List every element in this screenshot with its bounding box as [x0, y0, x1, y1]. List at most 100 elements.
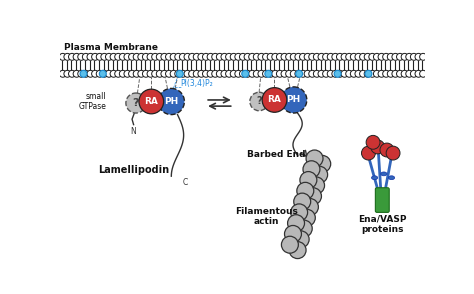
- Circle shape: [158, 88, 184, 115]
- Circle shape: [294, 193, 310, 210]
- Circle shape: [59, 70, 66, 77]
- Circle shape: [392, 54, 399, 60]
- Text: N: N: [131, 127, 137, 136]
- Circle shape: [286, 54, 292, 60]
- Circle shape: [415, 70, 422, 77]
- Circle shape: [226, 70, 233, 77]
- Circle shape: [156, 54, 163, 60]
- Circle shape: [295, 54, 302, 60]
- Text: Filamentous
actin: Filamentous actin: [236, 206, 298, 226]
- Circle shape: [216, 70, 223, 77]
- Circle shape: [309, 54, 316, 60]
- Circle shape: [198, 54, 205, 60]
- Circle shape: [59, 54, 66, 60]
- Circle shape: [386, 146, 400, 160]
- Circle shape: [369, 54, 376, 60]
- Circle shape: [263, 70, 270, 77]
- Circle shape: [87, 70, 94, 77]
- Circle shape: [216, 54, 223, 60]
- Circle shape: [304, 70, 311, 77]
- Ellipse shape: [372, 176, 378, 180]
- Circle shape: [364, 70, 371, 77]
- Circle shape: [152, 70, 159, 77]
- Circle shape: [221, 70, 228, 77]
- Circle shape: [267, 54, 274, 60]
- Circle shape: [383, 70, 390, 77]
- Circle shape: [337, 70, 343, 77]
- Circle shape: [301, 198, 319, 216]
- Circle shape: [392, 70, 399, 77]
- Circle shape: [110, 54, 117, 60]
- Text: ?: ?: [256, 96, 262, 106]
- Circle shape: [346, 70, 353, 77]
- Circle shape: [371, 140, 384, 154]
- Text: Ena/VASP
proteins: Ena/VASP proteins: [358, 214, 407, 234]
- Circle shape: [341, 54, 348, 60]
- Circle shape: [175, 54, 182, 60]
- Circle shape: [323, 70, 329, 77]
- Circle shape: [64, 54, 71, 60]
- Circle shape: [250, 92, 268, 111]
- Circle shape: [327, 70, 334, 77]
- Circle shape: [360, 54, 366, 60]
- Circle shape: [128, 54, 136, 60]
- Circle shape: [96, 54, 103, 60]
- Circle shape: [309, 70, 316, 77]
- Circle shape: [401, 70, 408, 77]
- Circle shape: [176, 70, 183, 77]
- Circle shape: [300, 172, 317, 188]
- Circle shape: [314, 156, 331, 172]
- Circle shape: [295, 70, 302, 77]
- Circle shape: [304, 188, 321, 205]
- Circle shape: [249, 70, 255, 77]
- Circle shape: [87, 54, 94, 60]
- Circle shape: [419, 70, 427, 77]
- Circle shape: [364, 54, 371, 60]
- Circle shape: [262, 88, 287, 112]
- Text: C: C: [182, 178, 188, 187]
- Text: Lamellipodin: Lamellipodin: [98, 165, 169, 175]
- Circle shape: [253, 70, 260, 77]
- Circle shape: [189, 54, 196, 60]
- Circle shape: [290, 54, 297, 60]
- Circle shape: [80, 70, 87, 77]
- Circle shape: [126, 93, 146, 113]
- Text: PH: PH: [287, 96, 301, 104]
- Circle shape: [239, 54, 246, 60]
- Circle shape: [300, 70, 307, 77]
- Circle shape: [221, 54, 228, 60]
- Circle shape: [165, 70, 173, 77]
- Circle shape: [147, 70, 154, 77]
- Circle shape: [355, 54, 362, 60]
- Circle shape: [138, 54, 145, 60]
- Circle shape: [101, 54, 108, 60]
- Circle shape: [276, 54, 283, 60]
- Circle shape: [281, 87, 307, 113]
- Circle shape: [226, 54, 233, 60]
- Circle shape: [362, 146, 375, 160]
- Circle shape: [165, 54, 173, 60]
- Circle shape: [207, 54, 214, 60]
- Circle shape: [115, 70, 122, 77]
- Circle shape: [184, 54, 191, 60]
- Circle shape: [350, 54, 357, 60]
- Circle shape: [119, 70, 126, 77]
- Circle shape: [170, 54, 177, 60]
- Circle shape: [161, 54, 168, 60]
- Circle shape: [374, 54, 380, 60]
- Text: PI(3,4)P₂: PI(3,4)P₂: [180, 78, 212, 88]
- Circle shape: [406, 70, 413, 77]
- Circle shape: [242, 70, 249, 77]
- Circle shape: [303, 161, 320, 178]
- Circle shape: [244, 70, 251, 77]
- Circle shape: [318, 70, 325, 77]
- Circle shape: [419, 54, 427, 60]
- Circle shape: [272, 54, 279, 60]
- Circle shape: [101, 70, 108, 77]
- Text: Barbed End: Barbed End: [247, 150, 305, 159]
- Circle shape: [318, 54, 325, 60]
- Circle shape: [189, 70, 196, 77]
- Circle shape: [292, 231, 309, 248]
- FancyBboxPatch shape: [375, 188, 389, 212]
- Circle shape: [360, 70, 366, 77]
